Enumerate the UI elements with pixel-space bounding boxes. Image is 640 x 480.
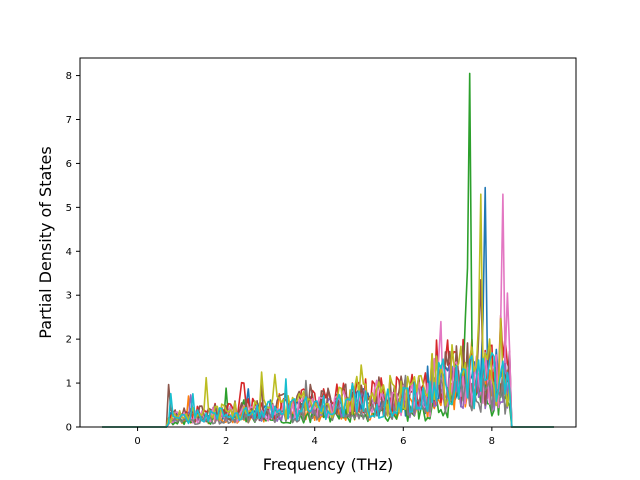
plot-lines: [102, 72, 554, 428]
x-tick-label: 4: [312, 436, 318, 447]
x-tick-label: 0: [134, 436, 140, 447]
series-line-9: [102, 193, 554, 428]
x-tick-label: 6: [400, 436, 406, 447]
x-axis-label: Frequency (THz): [263, 455, 393, 474]
x-tick-label: 8: [489, 436, 495, 447]
y-tick-label: 1: [66, 379, 72, 390]
axes-frame: [79, 57, 577, 428]
y-tick-label: 0: [66, 423, 72, 434]
y-tick-label: 4: [66, 247, 72, 258]
x-tick-label: 2: [223, 436, 229, 447]
series-line-10: [102, 352, 554, 428]
y-tick-label: 6: [66, 159, 72, 170]
y-axis-ticks: 0 1 2 3 4 5 6 7 8: [66, 71, 80, 434]
y-tick-label: 5: [66, 203, 72, 214]
y-tick-label: 3: [66, 291, 72, 302]
y-axis-label: Partial Density of States: [36, 146, 55, 338]
y-tick-label: 2: [66, 335, 72, 346]
y-tick-label: 8: [66, 71, 72, 82]
x-axis-ticks: 0 2 4 6 8: [134, 427, 495, 447]
y-tick-label: 7: [66, 115, 72, 126]
series-line-7: [102, 193, 554, 428]
